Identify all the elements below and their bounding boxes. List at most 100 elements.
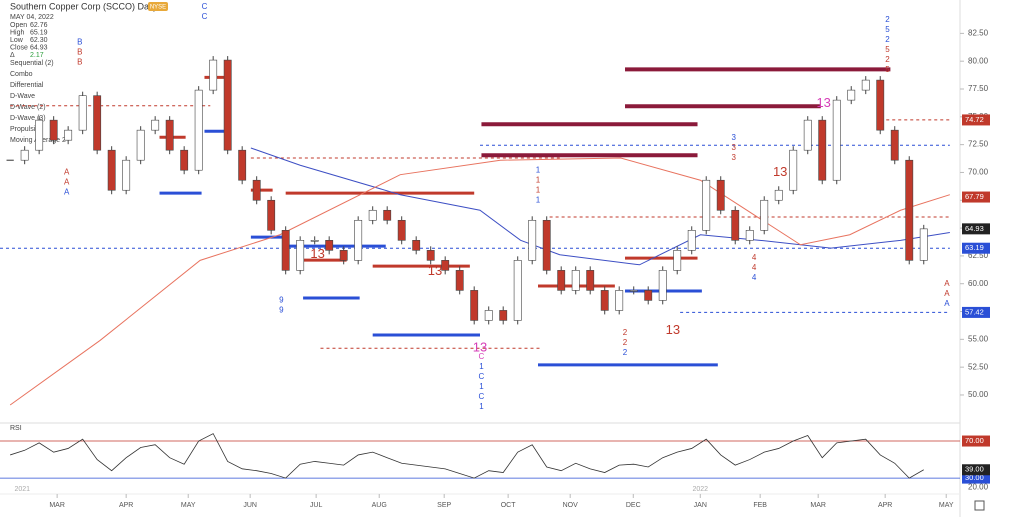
candle [818,119,827,181]
candle [745,230,754,241]
candle [586,270,595,291]
candle [542,219,551,271]
indicator-label: D-Wave [10,93,35,100]
candle [383,209,392,221]
candle [165,119,174,151]
y-tick-label: 80.00 [968,56,989,65]
candle [238,149,247,181]
candle [397,219,406,241]
count-stack: 1 [536,195,541,204]
candle [484,310,493,321]
candle [122,159,131,191]
candle [339,250,348,261]
count-label: 13 [473,340,487,355]
candle [35,119,44,151]
count-stack: 3 [732,133,737,142]
y-tick-label: 72.50 [968,140,989,149]
count-stack: C [479,352,485,361]
count-stack: 3 [732,153,737,162]
rsi-label: RSI [10,425,22,432]
rsi-tag-label: 70.00 [965,436,984,445]
candle [296,240,305,271]
chart-title: Southern Copper Corp (SCCO) Daily [10,1,158,11]
candle [267,199,276,231]
candle [789,149,798,191]
candle [890,129,899,161]
count-stack: C [479,372,485,381]
exchange-badge [148,2,168,11]
candle [310,240,319,242]
count-stack: C [479,392,485,401]
candle [194,89,203,171]
count-stack: 5 [885,45,890,54]
moving-average [250,147,950,266]
candle [600,290,609,311]
candle [426,250,435,261]
y-tick-label: 50.00 [968,390,989,399]
rsi-line [10,433,924,479]
ohlc-label: Close [10,44,28,51]
candle [470,290,479,321]
price-tag-label: 57.42 [965,307,984,316]
rsi-tick-label: 20.00 [968,482,989,491]
rsi-tag-label: 30.00 [965,473,984,482]
candle [513,260,522,321]
ohlc-value: 2.17 [30,52,44,59]
price-tag [962,191,990,203]
price-tag-label: 63.19 [965,243,984,252]
x-tick-label: AUG [372,502,387,509]
count-label: 13 [666,322,680,337]
candle [803,119,812,151]
candle [252,179,261,201]
x-tick-label: FEB [753,502,767,509]
price-tag-label: 74.72 [965,115,984,124]
candle [281,230,290,271]
x-tick-label: MAY [939,502,954,509]
count-stack: 4 [752,263,757,272]
price-tag [962,223,990,235]
indicator-label: Sequential (2) [10,60,54,67]
x-tick-label: MAR [810,502,826,509]
y-tick-label: 77.50 [968,84,989,93]
count-stack: 9 [279,296,284,305]
price-tag [962,306,990,318]
candle [499,310,508,321]
candle [528,219,537,261]
count-label: 13 [816,95,830,110]
candle [615,290,624,311]
x-tick-label: APR [878,502,892,509]
count-stack: 2 [623,338,628,347]
indicator-label: Differential [10,82,44,89]
candle [774,189,783,201]
x-tick-label: MAR [49,502,65,509]
y-tick-label: 82.50 [968,28,989,37]
count-stack: A [64,168,70,177]
price-tag-label: 64.93 [965,224,984,233]
rsi-tag [962,472,990,484]
price-tag [962,242,990,254]
candle [702,179,711,231]
count-stack: 3 [732,143,737,152]
x-tick-label: JUL [310,502,323,509]
candle [151,119,160,131]
price-tag-label: 67.79 [965,192,984,201]
candle [658,270,667,301]
count-stack: B [77,47,82,56]
indicator-label: D-Wave (3) [10,115,46,122]
x-tick-label: OCT [501,502,517,509]
count-stack: 2 [885,35,890,44]
candle [629,290,638,292]
candle [731,209,740,241]
candle [78,95,87,131]
count-stack: 1 [479,362,484,371]
candle [571,270,580,291]
count-label: 13 [773,164,787,179]
rsi-tag-label: 39.00 [965,465,984,474]
count-stack: 2 [885,55,890,64]
candle [223,59,232,151]
candle [876,79,885,131]
settings-icon[interactable] [974,500,985,511]
count-stack: A [64,178,70,187]
y-tick-label: 52.50 [968,362,989,371]
